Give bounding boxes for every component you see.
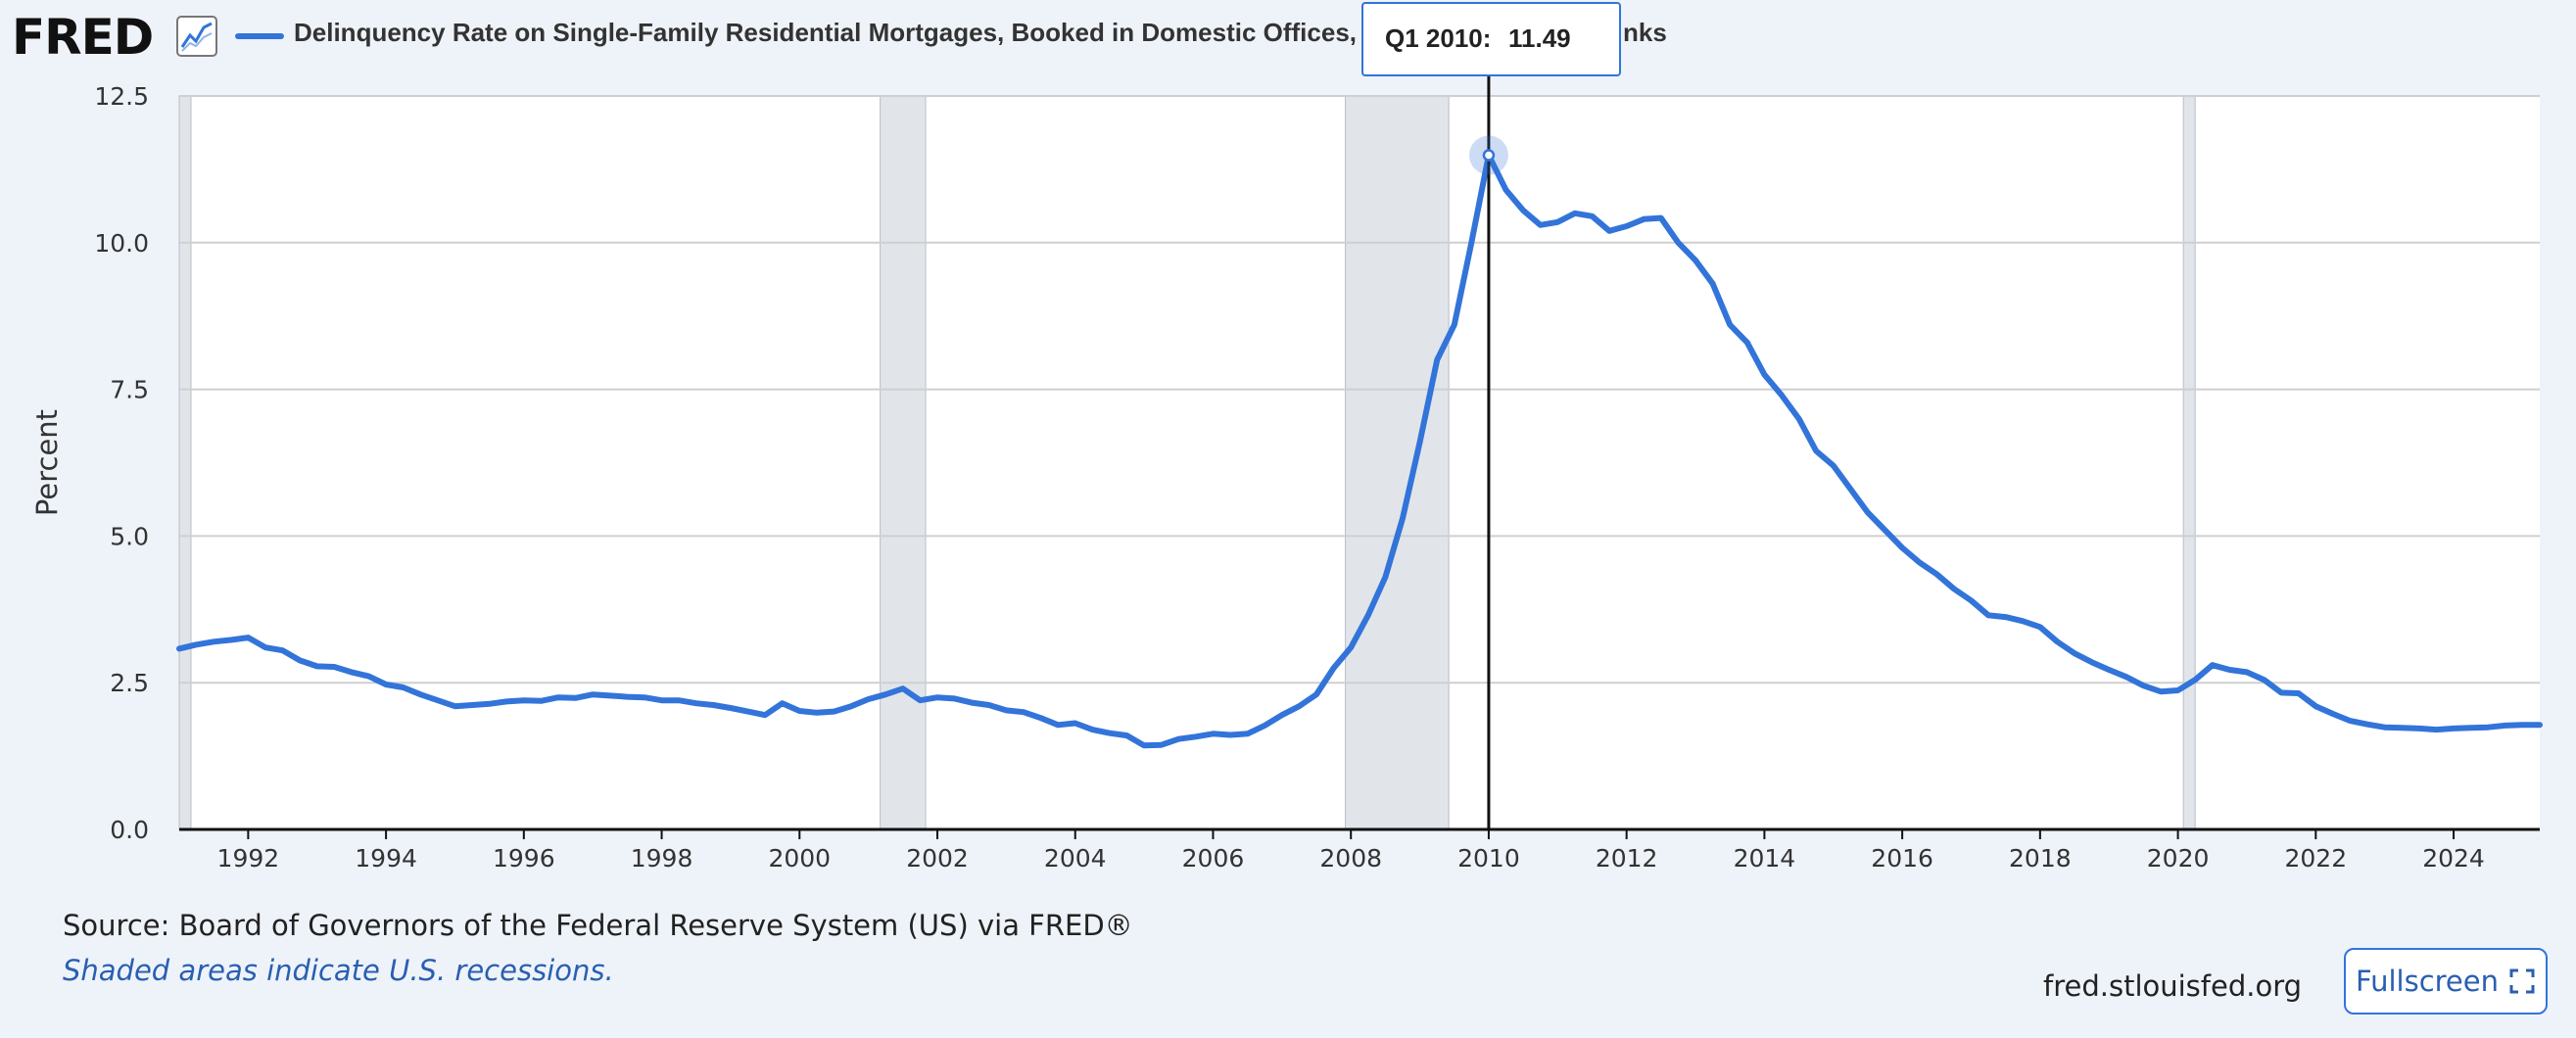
x-tick-label: 2014 [1734,844,1796,873]
fullscreen-button[interactable]: Fullscreen [2344,948,2548,1014]
x-tick-label: 1998 [631,844,693,873]
fred-logo[interactable]: FRED [12,9,154,66]
expand-icon [2509,968,2535,994]
x-tick-label: 1996 [493,844,555,873]
y-tick-label: 2.5 [110,669,149,697]
source-text: Source: Board of Governors of the Federa… [63,909,1133,942]
data-tooltip: Q1 2010: 11.49 [1361,2,1621,76]
y-tick-label: 0.0 [110,816,149,844]
x-tick-label: 2010 [1457,844,1520,873]
x-tick-label: 2012 [1596,844,1658,873]
y-tick-label: 10.0 [94,229,149,258]
y-tick-label: 5.0 [110,522,149,550]
trend-graph-icon[interactable] [176,16,217,57]
series-line [176,152,2543,749]
fullscreen-label: Fullscreen [2356,965,2499,998]
x-tick-label: 2004 [1044,844,1107,873]
x-tick-label: 2002 [906,844,969,873]
recession-band [178,95,192,830]
y-tick-label: 12.5 [94,82,149,111]
x-tick-label: 2020 [2147,844,2210,873]
recession-band [880,95,927,830]
x-tick-label: 2008 [1319,844,1382,873]
recession-band [1345,95,1450,830]
highlight-point [1482,149,1496,162]
tooltip-date: Q1 2010: [1385,24,1492,53]
y-axis-label: Percent [30,409,64,516]
tooltip-value: 11.49 [1508,24,1571,53]
x-tick-label: 2006 [1182,844,1245,873]
x-tick-label: 2016 [1871,844,1933,873]
recession-note: Shaded areas indicate U.S. recessions. [63,954,614,987]
legend-swatch [235,33,284,39]
x-tick-label: 2022 [2285,844,2348,873]
y-tick-label: 7.5 [110,376,149,404]
x-tick-label: 1994 [355,844,417,873]
x-tick-label: 1992 [217,844,280,873]
recession-band [2182,95,2196,830]
site-url: fred.stlouisfed.org [2043,969,2303,1003]
x-tick-label: 2024 [2422,844,2485,873]
x-tick-label: 2018 [2009,844,2072,873]
legend-series-label[interactable]: Delinquency Rate on Single-Family Reside… [294,18,1667,47]
x-tick-label: 2000 [768,844,831,873]
